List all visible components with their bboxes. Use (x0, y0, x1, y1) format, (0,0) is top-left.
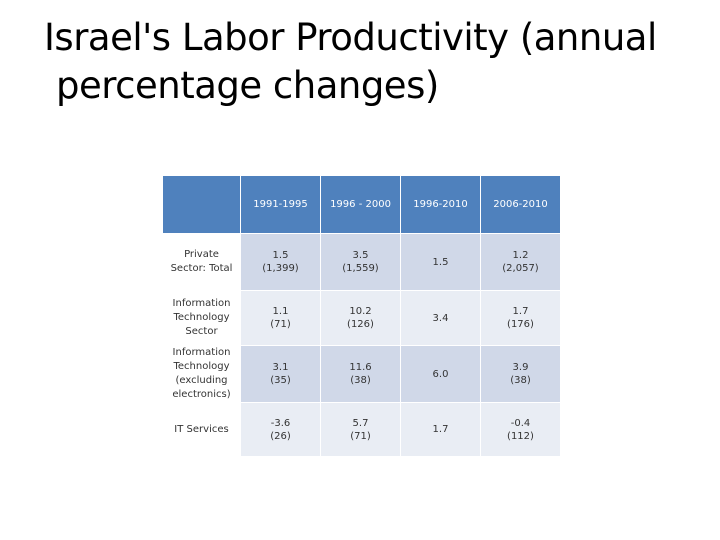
row-label: Private Sector: Total (162, 233, 241, 291)
cell-note: (126) (347, 319, 374, 330)
table-cell: 1.5 (400, 233, 481, 291)
cell-note: (71) (350, 430, 371, 442)
row-label: IT Services (162, 402, 241, 457)
table-row: Information Technology (excluding electr… (162, 345, 561, 403)
slide-title: Israel's Labor Productivity (annual perc… (44, 14, 704, 110)
cell-value: 3.1 (272, 362, 289, 373)
row-label: Information Technology Sector (162, 290, 241, 346)
cell-value: 5.7 (352, 417, 369, 429)
table-cell: 3.1 (35) (240, 345, 321, 403)
column-header: 1996 - 2000 (320, 175, 401, 234)
cell-note: (26) (270, 430, 291, 442)
column-header: 1996-2010 (400, 175, 481, 234)
cell-value: 3.4 (432, 312, 449, 324)
slide-title-line-1: Israel's Labor Productivity (annual (44, 16, 657, 59)
cell-value: 1.7 (512, 306, 529, 317)
table-cell: 1.7 (176) (480, 290, 561, 346)
cell-value: 3.5 (352, 250, 369, 261)
table-cell: 6.0 (400, 345, 481, 403)
table-row: Private Sector: Total 1.5 (1,399) 3.5 (1,5… (162, 233, 561, 291)
cell-note: (1,559) (342, 263, 379, 274)
table-row: Information Technology Sector 1.1 (71) 10… (162, 290, 561, 346)
cell-note: (71) (270, 319, 291, 330)
table-cell: -3.6 (26) (240, 402, 321, 457)
cell-value: 6.0 (432, 368, 449, 380)
table-cell: 1.2 (2,057) (480, 233, 561, 291)
table-cell: -0.4 (112) (480, 402, 561, 457)
column-header: 2006-2010 (480, 175, 561, 234)
table-cell: 1.1 (71) (240, 290, 321, 346)
column-header: 1991-1995 (240, 175, 321, 234)
cell-value: -0.4 (510, 417, 531, 429)
productivity-table: 1991-1995 1996 - 2000 1996-2010 2006-201… (162, 175, 561, 457)
table-cell: 10.2 (126) (320, 290, 401, 346)
table-cell: 1.5 (1,399) (240, 233, 321, 291)
slide-title-line-2: percentage changes) (56, 64, 439, 107)
cell-note: (2,057) (502, 263, 539, 274)
cell-note: (35) (270, 375, 291, 386)
table-row: IT Services -3.6 (26) 5.7 (71) 1.7 -0.4 (11… (162, 402, 561, 457)
table-cell: 3.4 (400, 290, 481, 346)
cell-value: 1.5 (432, 256, 449, 268)
table-cell: 5.7 (71) (320, 402, 401, 457)
cell-value: 10.2 (349, 306, 372, 317)
table-cell: 3.5 (1,559) (320, 233, 401, 291)
cell-value: 3.9 (512, 362, 529, 373)
cell-value: 1.7 (432, 424, 449, 435)
table-corner-cell (162, 175, 241, 234)
table-cell: 3.9 (38) (480, 345, 561, 403)
cell-value: 1.1 (272, 306, 289, 317)
table-cell: 11.6 (38) (320, 345, 401, 403)
cell-note: (38) (510, 375, 531, 386)
cell-value: 1.2 (512, 250, 529, 261)
cell-value: 11.6 (349, 362, 372, 373)
row-label: Information Technology (excluding electr… (162, 345, 241, 403)
table-header-row: 1991-1995 1996 - 2000 1996-2010 2006-201… (162, 175, 561, 234)
table-cell: 1.7 (400, 402, 481, 457)
cell-value: -3.6 (270, 417, 291, 429)
cell-note: (112) (507, 430, 534, 442)
cell-value: 1.5 (272, 250, 289, 261)
cell-note: (38) (350, 375, 371, 386)
cell-note: (1,399) (262, 263, 299, 274)
cell-note: (176) (507, 319, 534, 330)
